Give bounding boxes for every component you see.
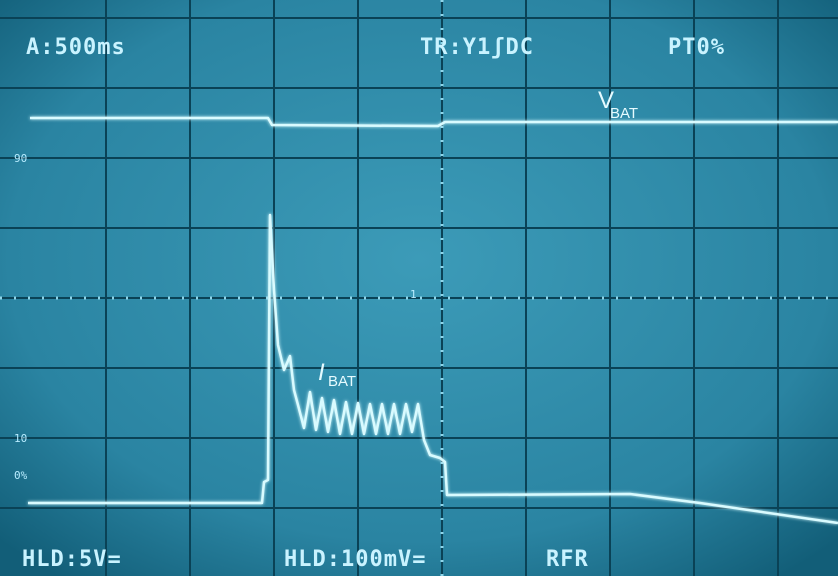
vbat-subscript: BAT xyxy=(610,105,638,122)
timebase: A:500ms xyxy=(26,35,126,60)
ref-90: 90 xyxy=(14,152,27,165)
ref-10: 10 xyxy=(14,432,27,445)
vbat-trace xyxy=(30,116,838,128)
ref-0: 0% xyxy=(14,469,28,482)
ibat-symbol: I xyxy=(318,359,325,386)
traces xyxy=(28,116,838,525)
pretrigger: PT0% xyxy=(668,35,725,60)
channel2-scale: HLD:100mV= xyxy=(284,547,426,572)
ibat-trace xyxy=(28,213,838,525)
mode: RFR xyxy=(546,547,589,572)
trigger: TR:Y1ʃDC xyxy=(420,35,534,60)
ibat-subscript: BAT xyxy=(328,373,356,390)
vbat-symbol: V xyxy=(598,87,614,114)
trigger-marker: 1 xyxy=(410,288,417,301)
channel1-scale: HLD:5V= xyxy=(22,547,122,572)
